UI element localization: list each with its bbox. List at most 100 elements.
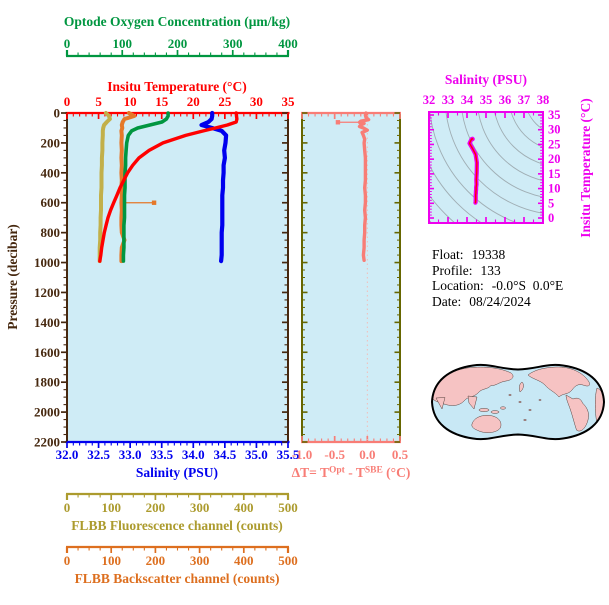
insitu-temperature-curve [98,111,239,263]
pressure-tick-label: 1800 [34,375,60,390]
ts-salinity-tick-label: 36 [499,93,512,107]
ts-salinity-tick-label: 34 [461,93,474,107]
delta-t-curve [357,111,371,262]
ts-salinity-tick-label: 33 [442,93,455,107]
map-outline [430,363,606,441]
salinity-tick-label: 35.5 [277,447,300,462]
oxygen-tick-label: 300 [223,36,243,51]
fluorescence-tick-label: 500 [278,500,298,515]
temperature-tick-label: 20 [187,94,200,109]
temperature-tick-label: 35 [282,94,296,109]
pressure-tick-label: 2000 [34,405,60,420]
date-value: 08/24/2024 [469,293,531,309]
ts-curve-inner [468,138,478,204]
salinity-tick-label: 32.5 [87,447,110,462]
profile-value: 133 [480,262,501,278]
pressure-tick-label: 1600 [34,345,60,360]
temperature-tick-label: 25 [218,94,232,109]
ts-temperature-axis-title: Insitu Temperature (°C) [578,98,593,237]
fluorescence-tick-label: 300 [190,500,210,515]
salinity-tick-label: 32.0 [56,447,79,462]
FLBB Backscatter channel-spike-marker [151,200,157,205]
pressure-tick-label: 600 [41,195,61,210]
salinity-tick-label: 34.5 [213,447,236,462]
backscatter-tick-label: 300 [190,553,210,568]
ts-salinity-tick-label: 32 [423,93,436,107]
salinity-tick-label: 33.5 [150,447,173,462]
salinity-axis-title: Salinity (PSU) [136,465,218,480]
tick-labels-layer: 0200400600800100012001400160018002000220… [34,36,561,568]
ts-temperature-tick-label: 25 [548,137,561,151]
float-info-block: Float: 19338 Profile: 133 Location: -0.0°S … [432,247,563,309]
main-panel-background [67,113,288,442]
salinity-tick-label: 33.0 [119,447,142,462]
fluorescence-axis-title: FLBB Fluorescence channel (counts) [71,518,283,533]
fluorescence-tick-label: 400 [234,500,254,515]
pressure-tick-label: 1400 [34,315,60,330]
temperature-tick-label: 10 [124,94,137,109]
profile-label: Profile: [432,262,473,278]
backscatter-tick-label: 0 [64,553,71,568]
pressure-tick-label: 200 [41,135,61,150]
pressure-tick-label: 1200 [34,285,60,300]
fluorescence-tick-label: 200 [146,500,166,515]
ts-temperature-tick-label: 35 [548,108,561,122]
float-label: Float: [432,247,464,262]
backscatter-tick-label: 500 [278,553,298,568]
pressure-tick-label: 1000 [34,255,60,270]
backscatter-axis-title: FLBB Backscatter channel (counts) [75,571,280,586]
ts-temperature-tick-label: 0 [548,211,554,225]
temperature-tick-label: 30 [250,94,263,109]
salinity-curve [199,110,229,264]
delta-t-tick-label: -1.0 [292,447,313,462]
location-value: -0.0°S 0.0°E [491,278,564,293]
pressure-axis-title: Pressure (decibar) [5,224,20,330]
salinity-tick-label: 35.0 [245,447,268,462]
profile-curves-layer [97,110,479,264]
temperature-tick-label: 0 [64,94,71,109]
delta-t-tick-label: 0.5 [392,447,409,462]
salinity-tick-label: 34.0 [182,447,205,462]
temperature-axis-title: Insitu Temperature (°C) [107,79,246,94]
world-map [430,363,606,441]
ts-salinity-tick-label: 37 [518,93,531,107]
ts-salinity-axis-title: Salinity (PSU) [445,72,527,87]
fluorescence-tick-label: 100 [101,500,121,515]
oxygen-axis-title: Optode Oxygen Concentration (μm/kg) [64,14,290,29]
date-label: Date: [432,293,462,309]
ts-temperature-tick-label: 15 [548,167,561,181]
float-value: 19338 [471,247,506,262]
oxygen-tick-label: 100 [113,36,133,51]
location-label: Location: [432,278,484,293]
flbb-backscatter-channel-curve [119,111,137,264]
pressure-tick-label: 2200 [34,435,60,450]
oxygen-tick-label: 200 [168,36,188,51]
ts-temperature-tick-label: 20 [548,152,561,166]
axes-layer [61,50,544,553]
pressure-tick-label: 0 [54,106,61,121]
pressure-tick-label: 400 [41,165,61,180]
oxygen-tick-label: 400 [278,36,298,51]
optode-oxygen-concentration-curve [121,111,170,263]
pressure-tick-label: 800 [41,225,61,240]
temperature-tick-label: 5 [95,94,102,109]
flbb-fluorescence-channel-curve [97,111,112,264]
temperature-tick-label: 15 [155,94,169,109]
profile-row: Profile: 133 [432,263,563,279]
delta-t-spike-marker [335,120,341,125]
ts-salinity-tick-label: 38 [537,93,550,107]
ts-temperature-tick-label: 5 [548,196,554,210]
oxygen-tick-label: 0 [64,36,71,51]
delta-t-panel-background [302,113,400,442]
delta-t-tick-label: 0.0 [359,447,375,462]
location-row: Location: -0.0°S 0.0°E [432,278,563,294]
delta-t-axis-title: ΔT= TOpt - TSBE (°C) [292,465,411,480]
ts-temperature-tick-label: 30 [548,123,561,137]
backscatter-tick-label: 400 [234,553,254,568]
ts-salinity-tick-label: 35 [480,93,493,107]
ts-temperature-tick-label: 10 [548,182,561,196]
backscatter-tick-label: 100 [101,553,121,568]
float-id-row: Float: 19338 [432,247,563,263]
